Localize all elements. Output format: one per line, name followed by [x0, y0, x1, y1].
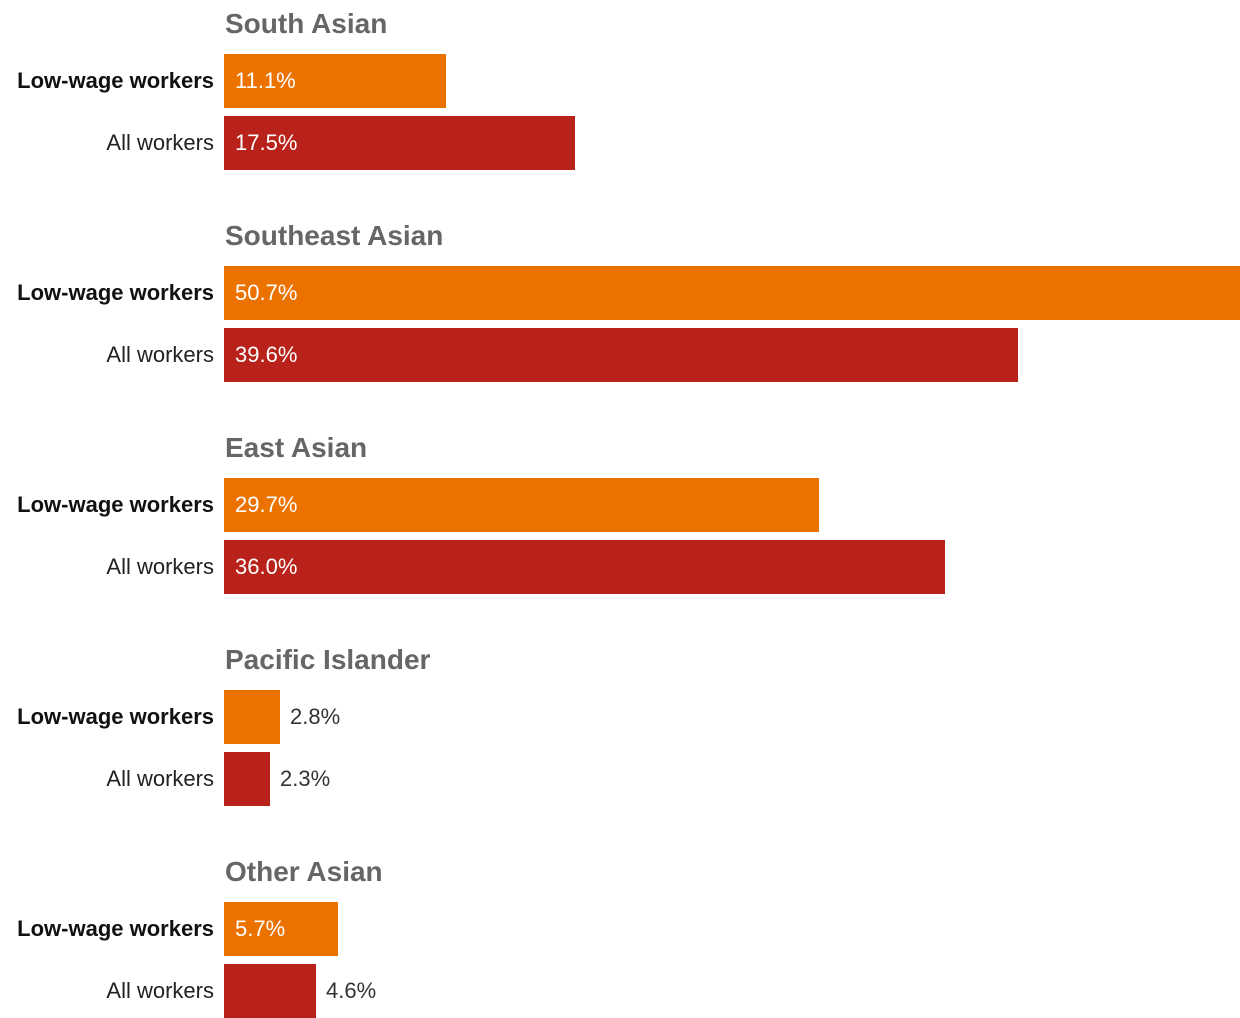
bar	[224, 540, 945, 594]
bar-value-label: 36.0%	[235, 554, 298, 579]
bar-value-label: 2.3%	[280, 766, 331, 791]
group-title: Other Asian	[225, 856, 383, 887]
series-label: Low-wage workers	[17, 492, 214, 517]
series-label: Low-wage workers	[17, 704, 214, 729]
bar	[224, 478, 819, 532]
series-label: All workers	[106, 554, 214, 579]
series-label: Low-wage workers	[17, 68, 214, 93]
bar	[224, 964, 316, 1018]
bar-value-label: 17.5%	[235, 130, 298, 155]
bar	[224, 690, 280, 744]
group-title: East Asian	[225, 432, 368, 463]
group-title: Southeast Asian	[225, 220, 444, 251]
series-label: All workers	[106, 342, 214, 367]
group-title: South Asian	[225, 8, 388, 39]
bar	[224, 328, 1018, 382]
bar	[224, 266, 1240, 320]
series-label: All workers	[106, 766, 214, 791]
bar	[224, 116, 575, 170]
series-label: All workers	[106, 978, 214, 1003]
bar-value-label: 4.6%	[326, 978, 377, 1003]
bar-value-label: 50.7%	[235, 280, 298, 305]
bar-value-label: 29.7%	[235, 492, 298, 517]
bar-value-label: 11.1%	[235, 68, 296, 93]
series-label: All workers	[106, 130, 214, 155]
series-label: Low-wage workers	[17, 280, 214, 305]
group-title: Pacific Islander	[225, 644, 431, 675]
bar	[224, 54, 446, 108]
bar-value-label: 5.7%	[235, 916, 286, 941]
bar	[224, 752, 270, 806]
bar	[224, 902, 338, 956]
series-label: Low-wage workers	[17, 916, 214, 941]
bar-value-label: 39.6%	[235, 342, 298, 367]
bar-value-label: 2.8%	[290, 704, 341, 729]
